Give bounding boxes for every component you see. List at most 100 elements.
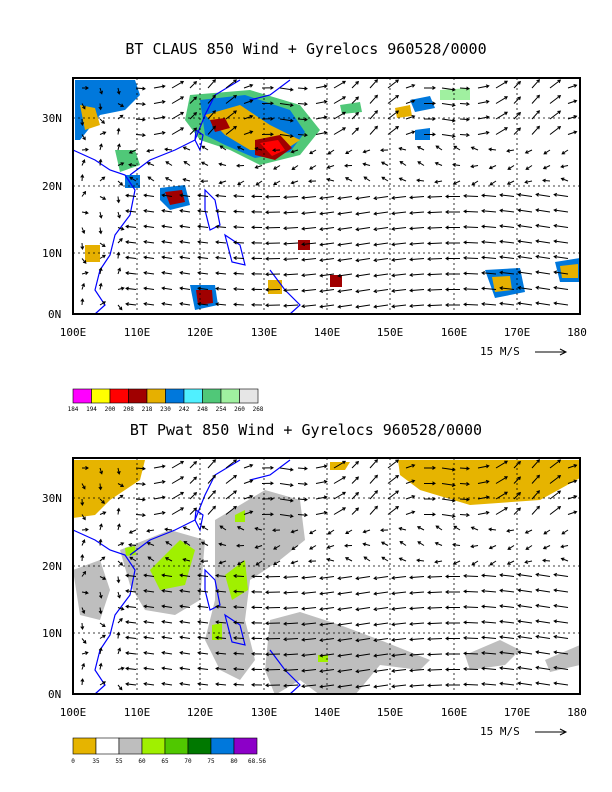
wind-vector-arrow bbox=[116, 87, 121, 95]
wind-vector-arrow bbox=[499, 208, 515, 213]
wind-vector-arrow bbox=[344, 177, 353, 182]
wind-vector-arrow bbox=[143, 635, 155, 640]
wind-vector-arrow bbox=[251, 667, 263, 672]
wind-vector-arrow bbox=[225, 474, 237, 484]
wind-vector-arrow bbox=[542, 178, 551, 183]
wind-vector-arrow bbox=[81, 638, 87, 644]
wind-vector-arrow bbox=[171, 476, 185, 484]
wind-vector-arrow bbox=[197, 286, 209, 291]
wind-vector-arrow bbox=[409, 668, 425, 673]
wind-vector-arrow bbox=[427, 257, 443, 261]
wind-vector-arrow bbox=[477, 495, 490, 500]
wind-vector-arrow bbox=[327, 529, 335, 535]
svg-text:10N: 10N bbox=[42, 247, 62, 260]
wind-vector-arrow bbox=[380, 148, 389, 153]
wind-vector-arrow bbox=[481, 302, 497, 306]
wind-vector-arrow bbox=[254, 526, 263, 531]
wind-vector-arrow bbox=[261, 496, 274, 501]
wind-vector-arrow bbox=[182, 557, 191, 562]
wind-vector-arrow bbox=[409, 652, 425, 657]
wind-vector-arrow bbox=[315, 510, 328, 515]
wind-vector-arrow bbox=[333, 460, 347, 469]
wind-vector-arrow bbox=[98, 538, 103, 546]
colorbar-label: 35 bbox=[92, 758, 100, 765]
wind-vector-arrow bbox=[200, 559, 209, 564]
wind-vector-arrow bbox=[315, 464, 328, 469]
colorbar-label: 218 bbox=[142, 406, 153, 413]
wind-vector-arrow bbox=[398, 557, 407, 562]
svg-text:0N: 0N bbox=[48, 308, 61, 321]
wind-vector-arrow bbox=[517, 223, 533, 228]
wind-vector-arrow bbox=[535, 301, 551, 306]
wind-vector-arrow bbox=[477, 464, 490, 469]
wind-vector-arrow bbox=[225, 125, 237, 135]
wind-vector-arrow bbox=[381, 556, 389, 562]
wind-vector-arrow bbox=[319, 273, 335, 278]
wind-vector-arrow bbox=[337, 196, 353, 201]
wind-vector-arrow bbox=[200, 541, 209, 546]
svg-text:130E: 130E bbox=[251, 706, 278, 719]
wind-vector-arrow bbox=[291, 545, 299, 550]
wind-vector-arrow bbox=[409, 210, 425, 215]
wind-vector-arrow bbox=[427, 195, 443, 199]
wind-vector-arrow bbox=[319, 684, 335, 689]
wind-vector-arrow bbox=[531, 459, 541, 469]
wind-vector-arrow bbox=[567, 463, 578, 469]
wind-vector-arrow bbox=[351, 476, 360, 484]
wind-vector-arrow bbox=[470, 526, 479, 531]
wind-vector-arrow bbox=[315, 479, 328, 484]
wind-vector-arrow bbox=[215, 193, 227, 198]
colorbar-swatch bbox=[233, 737, 258, 755]
wind-vector-arrow bbox=[189, 460, 198, 469]
wind-vector-arrow bbox=[301, 242, 317, 247]
wind-vector-arrow bbox=[143, 650, 155, 655]
wind-vector-arrow bbox=[117, 494, 124, 500]
wind-vector-arrow bbox=[405, 479, 416, 484]
colorbar-label: 248 bbox=[197, 406, 208, 413]
wind-vector-arrow bbox=[81, 103, 86, 110]
wind-vector-arrow bbox=[363, 556, 371, 562]
wind-vector-arrow bbox=[98, 227, 103, 235]
wind-vector-arrow bbox=[147, 176, 155, 182]
wind-vector-arrow bbox=[179, 588, 191, 593]
wind-vector-arrow bbox=[99, 523, 103, 531]
wind-vector-arrow bbox=[243, 510, 254, 515]
wind-vector-arrow bbox=[283, 226, 299, 231]
wind-vector-arrow bbox=[283, 210, 299, 215]
wind-vector-arrow bbox=[373, 684, 389, 689]
wind-vector-arrow bbox=[355, 669, 371, 674]
wind-vector-arrow bbox=[189, 476, 198, 484]
wind-vector-arrow bbox=[423, 481, 436, 486]
wind-vector-arrow bbox=[495, 460, 508, 469]
wind-vector-arrow bbox=[535, 254, 551, 259]
wind-vector-arrow bbox=[495, 476, 508, 484]
wind-vector-arrow bbox=[147, 556, 155, 562]
wind-vector-arrow bbox=[445, 589, 461, 594]
wind-vector-arrow bbox=[417, 161, 425, 166]
wind-vector-arrow bbox=[355, 638, 371, 643]
wind-vector-arrow bbox=[531, 490, 541, 500]
wind-vector-arrow bbox=[261, 512, 274, 517]
wind-vector-arrow bbox=[549, 110, 562, 120]
wind-vector-arrow bbox=[251, 240, 263, 245]
wind-vector-arrow bbox=[80, 242, 85, 250]
wind-vector-arrow bbox=[308, 179, 317, 184]
wind-vector-arrow bbox=[197, 573, 209, 578]
wind-vector-arrow bbox=[459, 133, 470, 137]
wind-vector-arrow bbox=[161, 573, 173, 578]
wind-vector-arrow bbox=[161, 681, 173, 686]
wind-vector-arrow bbox=[567, 99, 578, 104]
wind-vector-arrow bbox=[265, 210, 281, 215]
wind-vector-arrow bbox=[279, 467, 294, 472]
wind-vector-arrow bbox=[405, 83, 416, 89]
wind-vector-arrow bbox=[387, 459, 400, 469]
wind-vector-arrow bbox=[117, 684, 123, 691]
wind-vector-arrow bbox=[535, 223, 551, 228]
wind-vector-arrow bbox=[445, 651, 461, 656]
wind-vector-arrow bbox=[319, 653, 335, 658]
wind-vector-arrow bbox=[225, 110, 237, 120]
wind-vector-arrow bbox=[161, 588, 173, 593]
wind-vector-arrow bbox=[165, 541, 173, 546]
wind-vector-arrow bbox=[171, 507, 185, 515]
colorbar-swatch bbox=[109, 388, 129, 404]
